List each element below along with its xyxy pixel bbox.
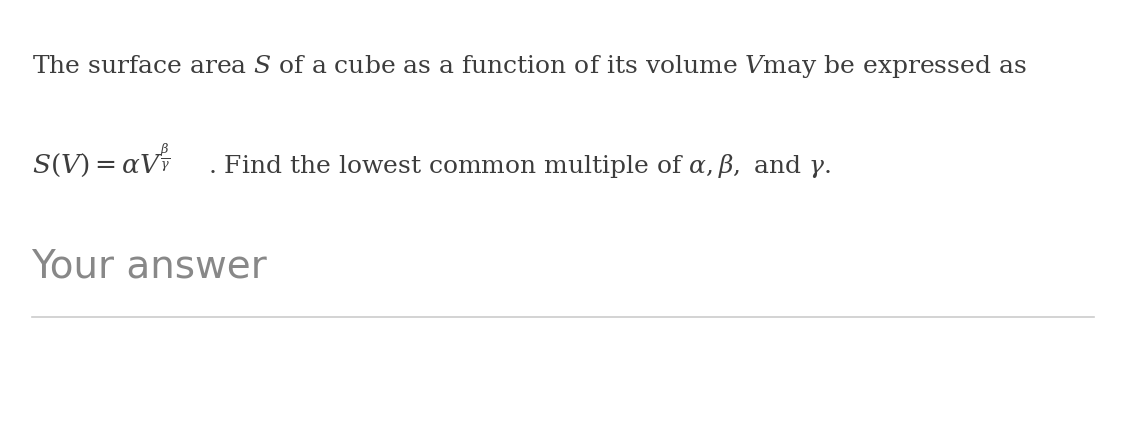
Text: $S(V) = \alpha V^{\frac{\beta}{\gamma}}$: $S(V) = \alpha V^{\frac{\beta}{\gamma}}$	[32, 141, 170, 179]
Text: . Find the lowest common multiple of $\alpha, \beta,$ and $\gamma.$: . Find the lowest common multiple of $\a…	[208, 152, 831, 179]
Text: The surface area $S$ of a cube as a function of its volume $V$may be expressed a: The surface area $S$ of a cube as a func…	[32, 53, 1026, 80]
Text: Your answer: Your answer	[32, 247, 268, 285]
